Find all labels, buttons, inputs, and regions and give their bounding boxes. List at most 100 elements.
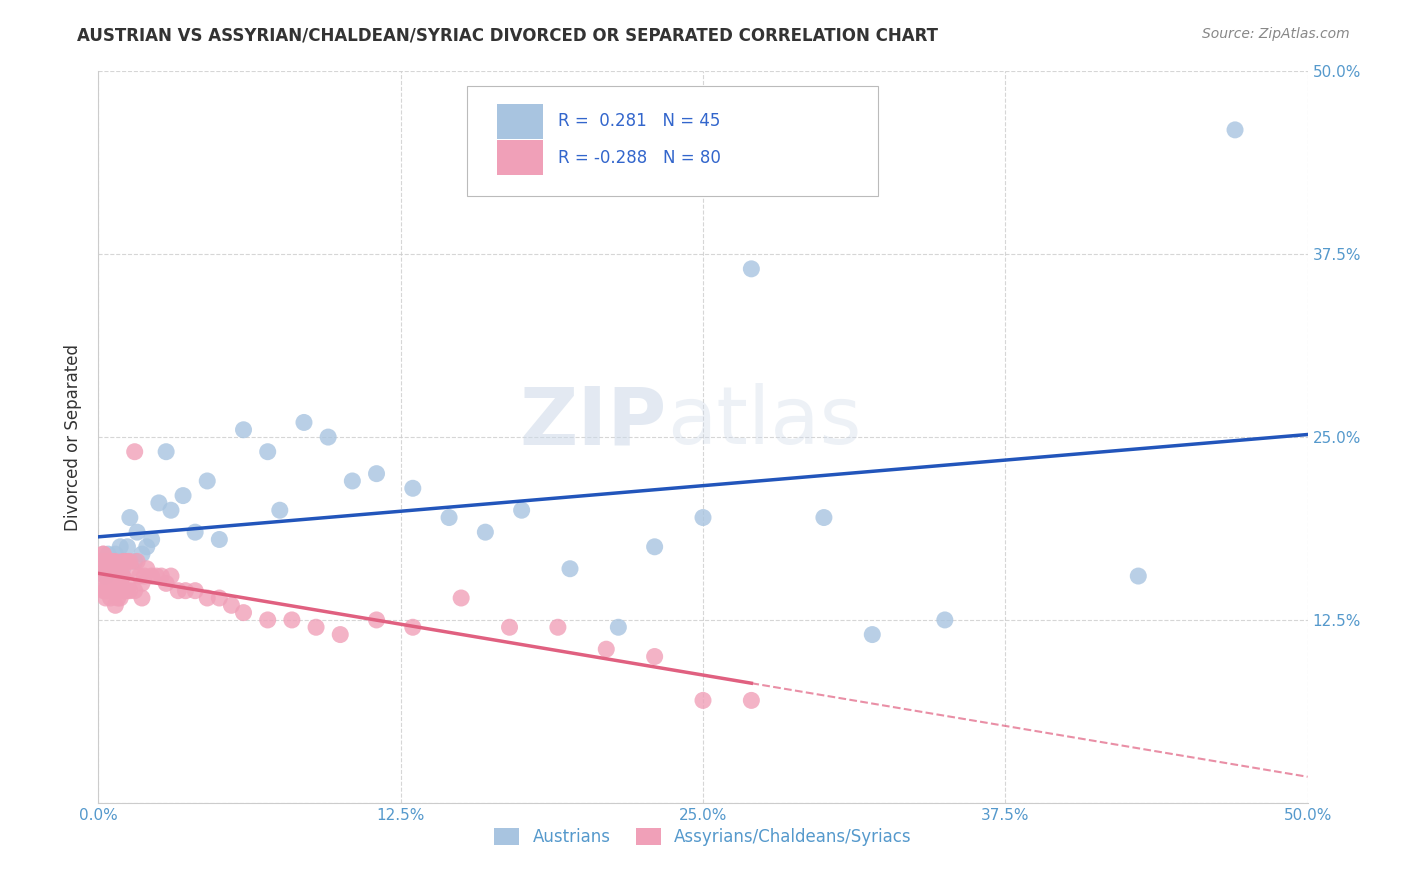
Point <box>692 510 714 524</box>
Point <box>128 569 150 583</box>
Point <box>97 583 120 598</box>
Point <box>114 583 136 598</box>
Point <box>366 467 388 481</box>
Point <box>94 569 117 583</box>
Point <box>256 444 278 458</box>
Point <box>97 547 120 561</box>
Point <box>111 583 134 598</box>
Point <box>111 569 134 583</box>
Point <box>366 613 388 627</box>
Text: Source: ZipAtlas.com: Source: ZipAtlas.com <box>1202 27 1350 41</box>
Point <box>150 569 173 583</box>
Point <box>111 569 134 583</box>
Point <box>607 620 630 634</box>
Point <box>100 562 122 576</box>
Point <box>97 576 120 591</box>
Point <box>402 481 425 495</box>
Text: R =  0.281   N = 45: R = 0.281 N = 45 <box>558 112 720 130</box>
Point <box>134 569 156 583</box>
Point <box>108 540 131 554</box>
Point <box>100 576 122 591</box>
Point <box>94 554 117 568</box>
Point <box>107 576 129 591</box>
Point <box>118 583 141 598</box>
Point <box>117 576 139 591</box>
Point <box>644 649 666 664</box>
Point <box>100 554 122 568</box>
Point <box>160 503 183 517</box>
Point <box>101 569 124 583</box>
Point <box>155 444 177 458</box>
Point <box>108 562 131 576</box>
Point <box>141 533 163 547</box>
Point <box>141 569 163 583</box>
Point <box>91 583 114 598</box>
Point <box>108 591 131 605</box>
Point <box>104 599 127 613</box>
Point <box>281 613 304 627</box>
Point <box>91 554 114 568</box>
Y-axis label: Divorced or Separated: Divorced or Separated <box>65 343 83 531</box>
FancyBboxPatch shape <box>467 86 879 195</box>
Text: R = -0.288   N = 80: R = -0.288 N = 80 <box>558 149 721 167</box>
Point <box>1128 569 1150 583</box>
Point <box>104 569 127 583</box>
Point <box>232 423 254 437</box>
Point <box>329 627 352 641</box>
Point <box>135 540 157 554</box>
Legend: Austrians, Assyrians/Chaldeans/Syriacs: Austrians, Assyrians/Chaldeans/Syriacs <box>488 822 918 853</box>
Point <box>160 569 183 583</box>
Point <box>437 510 460 524</box>
Point <box>595 642 617 657</box>
Point <box>305 620 328 634</box>
Point <box>118 510 141 524</box>
Point <box>184 583 207 598</box>
Point <box>167 583 190 598</box>
Point <box>100 569 122 583</box>
Point <box>498 620 520 634</box>
Point <box>256 613 278 627</box>
Point <box>148 496 170 510</box>
Point <box>184 525 207 540</box>
Point <box>117 540 139 554</box>
Point <box>97 562 120 576</box>
Point <box>131 576 153 591</box>
Point <box>124 554 146 568</box>
Point <box>934 613 956 627</box>
Point <box>121 562 143 576</box>
Point <box>107 562 129 576</box>
Point <box>558 562 581 576</box>
Point <box>342 474 364 488</box>
Point <box>117 583 139 598</box>
Text: ZIP: ZIP <box>519 384 666 461</box>
Point <box>101 583 124 598</box>
Point <box>292 416 315 430</box>
Point <box>94 583 117 598</box>
Point <box>221 599 243 613</box>
Point <box>208 533 231 547</box>
Point <box>174 583 197 598</box>
Point <box>316 430 339 444</box>
Point <box>208 591 231 605</box>
Point <box>100 569 122 583</box>
Point <box>104 547 127 561</box>
Point <box>813 510 835 524</box>
Point <box>474 525 496 540</box>
Point <box>155 576 177 591</box>
Point <box>269 503 291 517</box>
Point <box>91 547 114 561</box>
Point <box>94 591 117 605</box>
Point <box>90 562 112 576</box>
Point <box>114 554 136 568</box>
Point <box>97 576 120 591</box>
Point <box>740 261 762 276</box>
Point <box>172 489 194 503</box>
Point <box>124 583 146 598</box>
Point <box>104 554 127 568</box>
Point <box>127 554 149 568</box>
Point <box>111 562 134 576</box>
Point <box>101 554 124 568</box>
Point <box>94 569 117 583</box>
Point <box>195 591 218 605</box>
Point <box>104 583 127 598</box>
